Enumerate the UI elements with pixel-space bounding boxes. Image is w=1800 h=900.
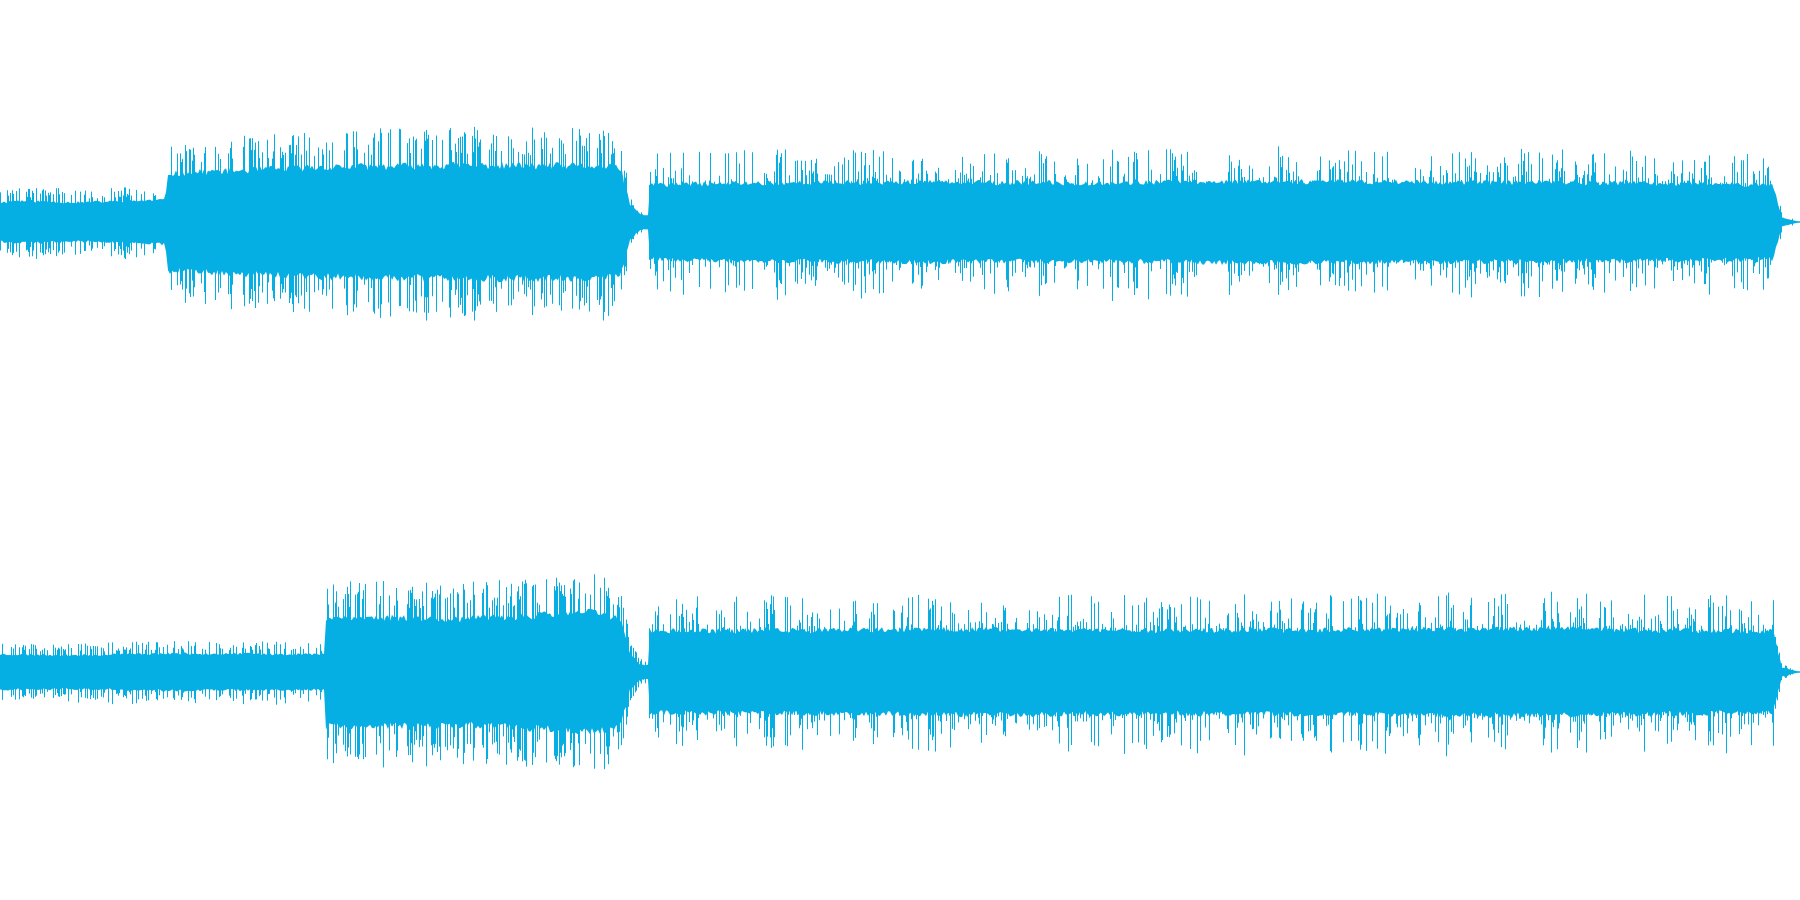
waveform-channel-bottom (0, 574, 1800, 770)
waveform-channel-top (0, 126, 1800, 321)
waveform-peaks (0, 126, 1793, 321)
waveform-peaks (2, 574, 1793, 770)
